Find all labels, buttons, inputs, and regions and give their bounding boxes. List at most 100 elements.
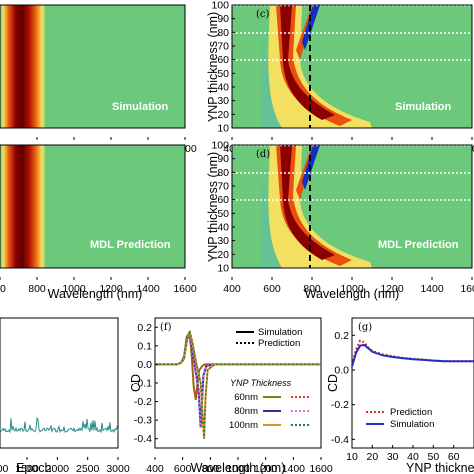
x-tick-label: 1200	[254, 463, 278, 474]
y-tick-label: 30	[217, 95, 229, 107]
x-axis-label: Wavelength (nm)	[305, 287, 400, 301]
y-tick-label: 30	[217, 235, 229, 247]
x-tick-label: 60	[448, 451, 460, 463]
y-tick-label: -0.2	[134, 396, 152, 408]
x-tick-label: 1600	[309, 463, 333, 474]
series-simulation	[351, 343, 474, 367]
x-tick-label: 30	[387, 451, 399, 463]
y-axis-label: CD	[326, 374, 340, 392]
y-tick-label: 80	[217, 167, 229, 179]
annotation-simulation: Simulation	[395, 101, 452, 113]
y-tick-label: 20	[217, 249, 229, 261]
x-tick-label: 2500	[76, 463, 100, 474]
legend-title: YNP Thickness	[230, 378, 292, 388]
y-tick-label: 90	[217, 153, 229, 165]
legend-style: Simulation Prediction	[236, 327, 302, 349]
annotation-mdl-prediction: MDL Prediction	[378, 239, 459, 251]
y-tick-label: 80	[217, 27, 229, 39]
x-tick-label: 10	[346, 451, 358, 463]
panel-label-g: (g)	[358, 322, 372, 333]
y-tick-label: -0.4	[331, 434, 349, 446]
y-tick-label: 50	[217, 68, 229, 80]
legend-simulation: Simulation	[258, 327, 302, 338]
x-tick-label: 1500	[15, 463, 39, 474]
y-tick-label: 0.0	[137, 359, 152, 371]
y-tick-label: 50	[217, 208, 229, 220]
y-tick-label: 20	[217, 109, 229, 121]
legend-100nm: 100nm	[229, 420, 258, 431]
x-tick-label: 00	[0, 283, 6, 295]
y-axis-label: YNP thickness (nm)	[206, 12, 220, 122]
annotation-simulation: Simulation	[112, 101, 169, 113]
y-tick-label: 100	[211, 140, 229, 152]
y-tick-label: 40	[217, 82, 229, 94]
legend-60nm: 60nm	[234, 392, 258, 403]
cd-thickness-panel-g: (g) -0.4 -0.2 0.0 0.2 10 20 30 40 50 60 CD YNP t…	[326, 317, 474, 474]
panel-label-c: (c)	[256, 9, 270, 20]
y-tick-label: 0.0	[334, 365, 349, 377]
loss-curve	[0, 417, 119, 434]
x-tick-label: 3000	[106, 463, 130, 474]
y-tick-label: 0.2	[334, 330, 349, 342]
heatmap-band	[0, 145, 45, 268]
heatmap-ridge-dark	[280, 145, 335, 260]
heatmap-ridge-yellow	[268, 5, 372, 128]
x-tick-label: 400	[146, 463, 164, 474]
cd-spectra-panel-f: (f) -0.4 -0.3 -0.2 -0.1 0.0 0.1 0.2 400 600 800 1…	[129, 317, 333, 474]
y-tick-label: 0.1	[137, 340, 152, 352]
x-tick-label: 1400	[420, 283, 444, 295]
x-tick-label: 800	[202, 463, 220, 474]
x-axis-label: Epoch	[16, 461, 51, 474]
legend-prediction: Prediction	[258, 338, 300, 349]
y-tick-label: 0.2	[137, 322, 152, 334]
legend-thickness: YNP Thickness 60nm 80nm 100nm	[229, 378, 309, 431]
y-tick-label: 10	[217, 263, 229, 275]
x-tick-label: 1600	[173, 283, 197, 295]
legend-80nm: 80nm	[234, 406, 258, 417]
y-tick-label: 40	[217, 222, 229, 234]
y-tick-label: 70	[217, 181, 229, 193]
x-tick-label: 1200	[380, 283, 404, 295]
legend-prediction: Prediction	[390, 407, 432, 418]
y-tick-label: -0.3	[134, 415, 152, 427]
x-tick-label: 600	[174, 463, 192, 474]
x-tick-label: 1200	[99, 283, 123, 295]
y-axis-label: YNP thickness (nm)	[206, 152, 220, 262]
x-tick-label: 800	[303, 283, 321, 295]
x-axis-label: Wavelength (nm)	[48, 287, 143, 301]
x-tick-label: 1400	[282, 463, 306, 474]
annotation-mdl-prediction: MDL Prediction	[90, 239, 171, 251]
heatmap-panel-middle-left: MDL Prediction 00 800 1000 1200 1400 1600 Wav…	[0, 144, 197, 301]
x-tick-label: 1000	[62, 283, 86, 295]
y-axis-label: CD	[129, 374, 143, 392]
y-tick-label: 70	[217, 41, 229, 53]
x-tick-label: 1600	[460, 283, 474, 295]
x-tick-label: 1000	[0, 463, 9, 474]
legend-g: Prediction Simulation	[366, 407, 434, 430]
y-tick-label: 10	[217, 123, 229, 135]
heatmap-ridge-yellow	[268, 145, 372, 268]
heatmap-ridge-dark	[280, 5, 335, 120]
y-tick-label: -0.4	[134, 433, 152, 445]
legend-simulation: Simulation	[390, 419, 434, 430]
x-axis-label: YNP thickness	[406, 461, 474, 474]
x-tick-label: 1000	[340, 283, 364, 295]
x-tick-label: 1400	[136, 283, 160, 295]
x-axis-label: Wavelength (nm)	[191, 461, 286, 474]
y-tick-label: -0.2	[331, 399, 349, 411]
panel-label-d: (d)	[256, 149, 270, 160]
y-tick-label: 100	[211, 0, 229, 12]
x-tick-label: 800	[28, 283, 46, 295]
x-tick-label: 2000	[46, 463, 70, 474]
series-prediction-100nm	[155, 330, 321, 439]
panel-label-f: (f)	[160, 322, 172, 333]
x-tick-label: 400	[223, 283, 241, 295]
y-tick-label: 60	[217, 194, 229, 206]
x-tick-label: 1000	[226, 463, 250, 474]
y-tick-label: 60	[217, 54, 229, 66]
x-tick-label: 20	[366, 451, 378, 463]
heatmap-band	[0, 5, 45, 128]
